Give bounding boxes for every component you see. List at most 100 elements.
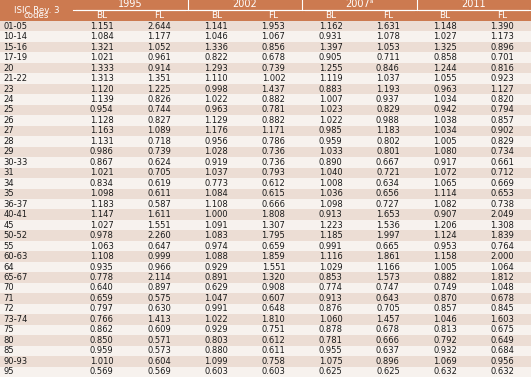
Bar [359, 314, 416, 325]
Bar [187, 42, 245, 52]
Text: 0.862: 0.862 [90, 325, 114, 334]
Text: 0.643: 0.643 [376, 294, 400, 303]
Text: 0.959: 0.959 [319, 137, 342, 146]
Bar [187, 293, 245, 304]
Text: 0.802: 0.802 [376, 137, 400, 146]
Bar [245, 52, 302, 63]
Text: 1.120: 1.120 [90, 84, 114, 93]
Text: 0.569: 0.569 [90, 367, 114, 376]
Text: 1.022: 1.022 [204, 315, 228, 324]
Bar [474, 241, 531, 251]
Bar [302, 366, 359, 377]
Bar [0, 241, 73, 251]
Bar [0, 52, 73, 63]
Text: 1.321: 1.321 [90, 43, 114, 52]
Bar [73, 188, 131, 199]
Bar [302, 52, 359, 63]
Bar [245, 21, 302, 31]
Text: 0.942: 0.942 [433, 106, 457, 115]
Text: 85: 85 [3, 346, 14, 355]
Text: 1.166: 1.166 [376, 262, 400, 271]
Bar [416, 335, 474, 346]
Text: 1.037: 1.037 [376, 74, 400, 83]
Bar [416, 178, 474, 188]
Text: 27: 27 [3, 126, 14, 135]
Bar [359, 230, 416, 241]
Text: 0.758: 0.758 [261, 357, 285, 366]
Bar [416, 52, 474, 63]
Bar [0, 157, 73, 167]
Bar [187, 335, 245, 346]
Text: ISIC Rev. 3: ISIC Rev. 3 [14, 6, 59, 15]
Bar [131, 105, 187, 115]
Bar [245, 356, 302, 366]
Text: 1.022: 1.022 [204, 95, 228, 104]
Text: 0.744: 0.744 [147, 106, 171, 115]
Bar [73, 356, 131, 366]
Text: 0.931: 0.931 [319, 32, 342, 41]
Bar [131, 136, 187, 147]
Bar [359, 105, 416, 115]
Text: FL: FL [154, 11, 164, 20]
Bar [302, 21, 359, 31]
Bar [416, 136, 474, 147]
Text: 1.151: 1.151 [90, 22, 114, 31]
Text: 0.701: 0.701 [491, 53, 514, 62]
Text: 0.678: 0.678 [261, 53, 286, 62]
Text: 0.575: 0.575 [147, 294, 171, 303]
Text: 75: 75 [3, 325, 14, 334]
Text: FL: FL [498, 11, 508, 20]
Text: 0.813: 0.813 [433, 325, 457, 334]
Bar [245, 199, 302, 210]
Bar [0, 31, 73, 42]
Text: 1.390: 1.390 [491, 22, 514, 31]
Bar [302, 167, 359, 178]
Bar [416, 31, 474, 42]
Bar [245, 346, 302, 356]
Bar [0, 220, 73, 230]
Bar [302, 356, 359, 366]
Bar [302, 230, 359, 241]
Bar [131, 199, 187, 210]
Bar [416, 0, 531, 11]
Text: 0.649: 0.649 [491, 336, 514, 345]
Bar [302, 73, 359, 84]
Bar [73, 304, 131, 314]
Text: 0.665: 0.665 [376, 242, 400, 251]
Text: 0.929: 0.929 [204, 325, 228, 334]
Bar [474, 304, 531, 314]
Text: 0.569: 0.569 [147, 367, 171, 376]
Bar [474, 147, 531, 157]
Text: 36-37: 36-37 [3, 200, 28, 209]
Text: 1.046: 1.046 [433, 315, 457, 324]
Bar [73, 346, 131, 356]
Bar [245, 147, 302, 157]
Text: 1.088: 1.088 [204, 252, 228, 261]
Bar [302, 42, 359, 52]
Text: 0.846: 0.846 [376, 64, 400, 72]
Bar [245, 272, 302, 283]
Bar [187, 31, 245, 42]
Text: 1.183: 1.183 [90, 200, 114, 209]
Text: 0.890: 0.890 [319, 158, 342, 167]
Bar [302, 147, 359, 157]
Bar [187, 314, 245, 325]
Bar [0, 356, 73, 366]
Text: codes: codes [24, 11, 49, 20]
Text: 0.913: 0.913 [319, 210, 342, 219]
Text: 1.139: 1.139 [90, 95, 114, 104]
Bar [245, 220, 302, 230]
Text: 30-33: 30-33 [3, 158, 28, 167]
Text: 0.816: 0.816 [491, 64, 515, 72]
Bar [359, 147, 416, 157]
Bar [474, 31, 531, 42]
Bar [131, 178, 187, 188]
Bar [73, 314, 131, 325]
Text: 1.631: 1.631 [376, 22, 400, 31]
Bar [187, 220, 245, 230]
Text: 1.108: 1.108 [90, 252, 114, 261]
Text: 0.870: 0.870 [433, 294, 457, 303]
Text: 2011: 2011 [461, 0, 486, 9]
Text: 21-22: 21-22 [3, 74, 27, 83]
Bar [73, 210, 131, 220]
